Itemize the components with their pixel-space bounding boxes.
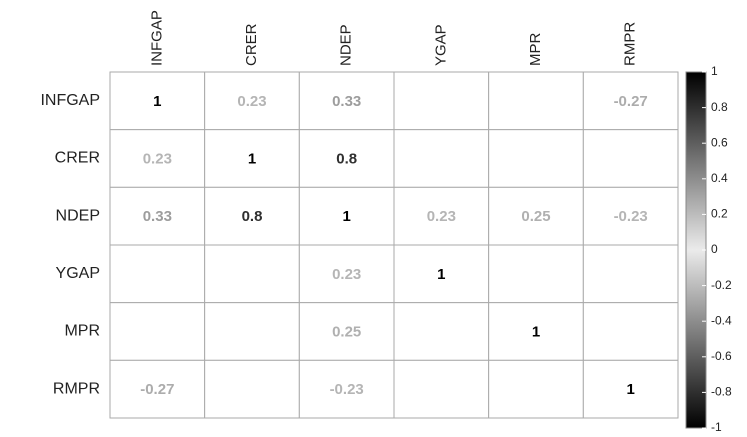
color-bar-tick-label: -1 xyxy=(711,420,722,434)
cell xyxy=(109,71,206,131)
cell xyxy=(109,302,206,361)
cell-value: -0.23 xyxy=(330,381,364,398)
row-label: RMPR xyxy=(53,380,100,397)
cell-value: 0.23 xyxy=(332,266,361,283)
cell xyxy=(582,244,679,304)
column-label: NDEP xyxy=(338,24,355,66)
cell xyxy=(393,129,490,188)
cell xyxy=(204,71,300,131)
cell-value: 1 xyxy=(626,381,634,398)
cell xyxy=(298,244,395,304)
cell xyxy=(298,71,395,131)
cell xyxy=(488,71,584,131)
cell-value: 0.8 xyxy=(336,150,357,167)
cell xyxy=(109,244,206,304)
column-label: RMPR xyxy=(622,22,639,66)
cell-value: 0.8 xyxy=(242,208,263,225)
cell-value: -0.27 xyxy=(614,93,648,110)
cell xyxy=(582,129,679,188)
color-bar-tick-label: -0.2 xyxy=(711,278,732,292)
cell-value: 0.33 xyxy=(143,208,172,225)
cell-value: 1 xyxy=(437,266,445,283)
cell-value: -0.27 xyxy=(140,381,174,398)
cell-value: 1 xyxy=(153,93,161,110)
cell xyxy=(582,302,679,361)
cell xyxy=(488,302,584,361)
cell xyxy=(204,359,300,419)
color-bar-tick-label: -0.4 xyxy=(711,313,732,327)
cell xyxy=(204,302,300,361)
cell xyxy=(393,71,490,131)
cell-value: 0.23 xyxy=(143,150,172,167)
cell xyxy=(488,359,584,419)
cell xyxy=(109,359,206,419)
cell-value: 0.25 xyxy=(332,323,361,340)
row-label: INFGAP xyxy=(40,92,100,109)
row-label: MPR xyxy=(64,323,100,340)
cell xyxy=(204,129,300,188)
column-label: MPR xyxy=(527,33,544,67)
cell xyxy=(393,359,490,419)
color-bar-tick-label: -0.8 xyxy=(711,385,732,399)
row-label: NDEP xyxy=(56,207,100,224)
cell xyxy=(109,186,206,246)
cell xyxy=(582,71,679,131)
cell-value: 1 xyxy=(342,208,350,225)
cell-value: 0.23 xyxy=(427,208,456,225)
cell xyxy=(393,302,490,361)
cell xyxy=(298,186,395,246)
color-bar-tick-label: -0.6 xyxy=(711,349,732,363)
column-label: INFGAP xyxy=(148,10,165,66)
cell xyxy=(488,244,584,304)
cell xyxy=(488,129,584,188)
column-label: YGAP xyxy=(432,24,449,66)
color-bar-tick-label: 0.2 xyxy=(711,207,728,221)
cell xyxy=(204,244,300,304)
cell-value: 0.25 xyxy=(521,208,550,225)
color-bar-tick-label: 0 xyxy=(711,242,718,256)
cell-value: 0.23 xyxy=(237,93,266,110)
color-bar-tick-label: 1 xyxy=(711,64,718,78)
color-bar-tick-label: 0.6 xyxy=(711,135,728,149)
color-bar-tick-label: 0.8 xyxy=(711,100,728,114)
row-label: YGAP xyxy=(56,265,100,282)
cell xyxy=(488,186,584,246)
cell-value: 1 xyxy=(248,150,256,167)
cell xyxy=(298,359,395,419)
cell-value: -0.23 xyxy=(614,208,648,225)
color-bar-tick-label: 0.4 xyxy=(711,171,728,185)
cell-value: 1 xyxy=(532,323,540,340)
row-label: CRER xyxy=(55,150,100,167)
cell xyxy=(582,359,679,419)
column-label: CRER xyxy=(243,23,260,66)
cell xyxy=(298,302,395,361)
cell-value: 0.33 xyxy=(332,93,361,110)
